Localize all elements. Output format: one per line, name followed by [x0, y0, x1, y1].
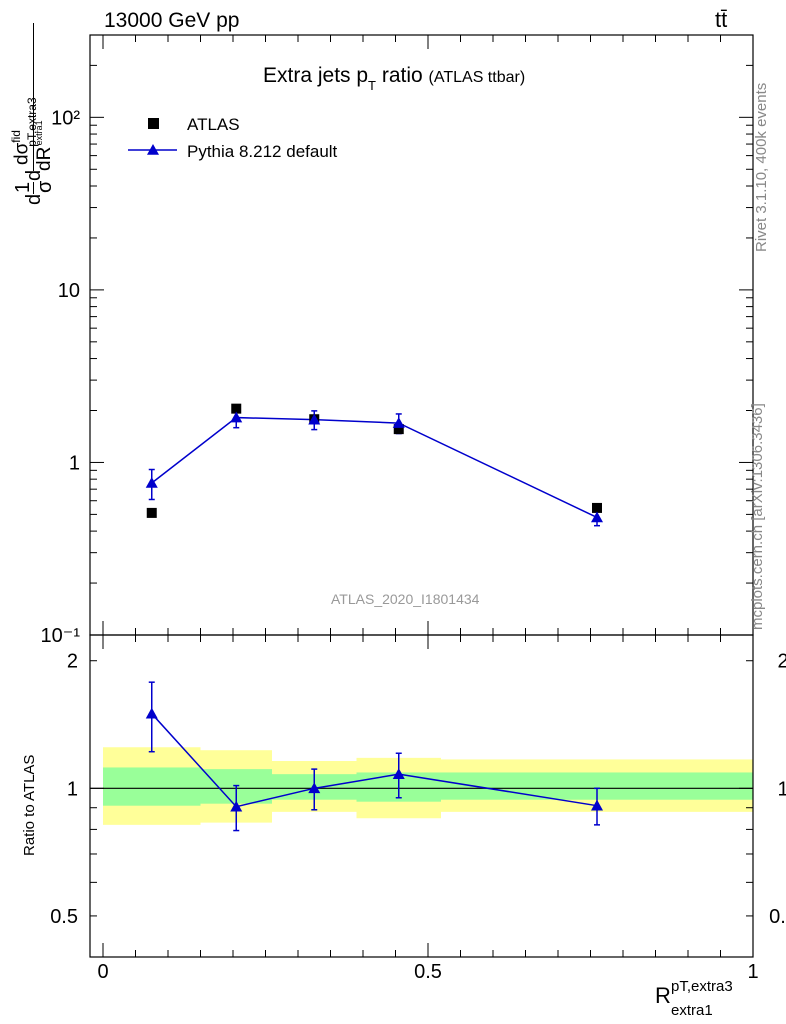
pythia-point [392, 417, 405, 428]
main-ylabel: d 1 σ d dσfid dRpT,extra3extra1 [8, 15, 64, 205]
analysis-watermark: ATLAS_2020_I1801434 [331, 591, 480, 607]
ratio-point [230, 800, 243, 812]
pythia-point [591, 511, 603, 523]
atlas-point [231, 403, 242, 414]
ratio-y-tick-label-left: 0.5 [50, 906, 78, 928]
ratio-point [308, 782, 321, 794]
ratio-axes [89, 634, 754, 958]
pythia-line [151, 416, 598, 519]
rivet-label: Rivet 3.1.10, 400k events [753, 82, 770, 252]
legend-atlas-label: ATLAS [187, 115, 240, 134]
pythia-point [230, 411, 243, 423]
header-left: 13000 GeV pp [104, 9, 240, 32]
tick-labels: 10⁻¹ 1 10 10² 0.5 0.5 1 1 2 2 0 0.5 1 [41, 107, 786, 983]
x-tick-label: 0.5 [414, 961, 442, 983]
atlas-point [393, 424, 404, 435]
ratio-point [392, 768, 405, 779]
ratio-point [145, 707, 158, 719]
legend-pythia-marker [147, 144, 159, 155]
x-tick-label: 0 [97, 961, 108, 983]
main-y-tick-label: 1 [69, 452, 80, 474]
chart-title: Extra jets pT ratio (ATLAS ttbar) [263, 64, 526, 92]
atlas-point [146, 507, 157, 518]
ratio-y-tick-label-left: 1 [67, 778, 78, 800]
main-y-tick-label: 10 [58, 280, 80, 302]
ratio-uncertainty-bands [103, 747, 753, 825]
legend: ATLAS Pythia 8.212 default [128, 115, 338, 161]
ratio-y-tick-label-right: 2 [777, 651, 786, 673]
chart-title-after: ratio [376, 64, 423, 87]
ratio-y-tick-label-right: 0.5 [769, 906, 786, 928]
chart-title-small: (ATLAS ttbar) [428, 69, 526, 86]
ratio-y-tick-label-right: 1 [777, 778, 786, 800]
band-inner [103, 767, 201, 806]
ratio-ylabel: Ratio to ATLAS [21, 754, 38, 856]
legend-pythia-label: Pythia 8.212 default [187, 142, 338, 161]
pythia-point [308, 413, 321, 425]
legend-atlas-marker [148, 118, 159, 129]
main-y-tick-label: 10² [51, 107, 80, 129]
main-y-tick-label: 10⁻¹ [41, 625, 81, 647]
chart-title-sub: T [368, 78, 376, 93]
ratio-point [591, 799, 603, 811]
ratio-data-marks [145, 681, 603, 832]
mcplots-label: mcplots.cern.ch [arXiv:1306.3436] [749, 403, 766, 630]
x-tick-label: 1 [747, 961, 758, 983]
ratio-frame [89, 634, 754, 958]
chart-title-main: Extra jets p [263, 64, 369, 87]
atlas-point [592, 502, 602, 513]
pythia-point [145, 477, 158, 488]
header-right: tt̄ [715, 7, 728, 32]
ratio-y-tick-label-left: 2 [67, 651, 78, 673]
main-data-marks [145, 403, 603, 527]
